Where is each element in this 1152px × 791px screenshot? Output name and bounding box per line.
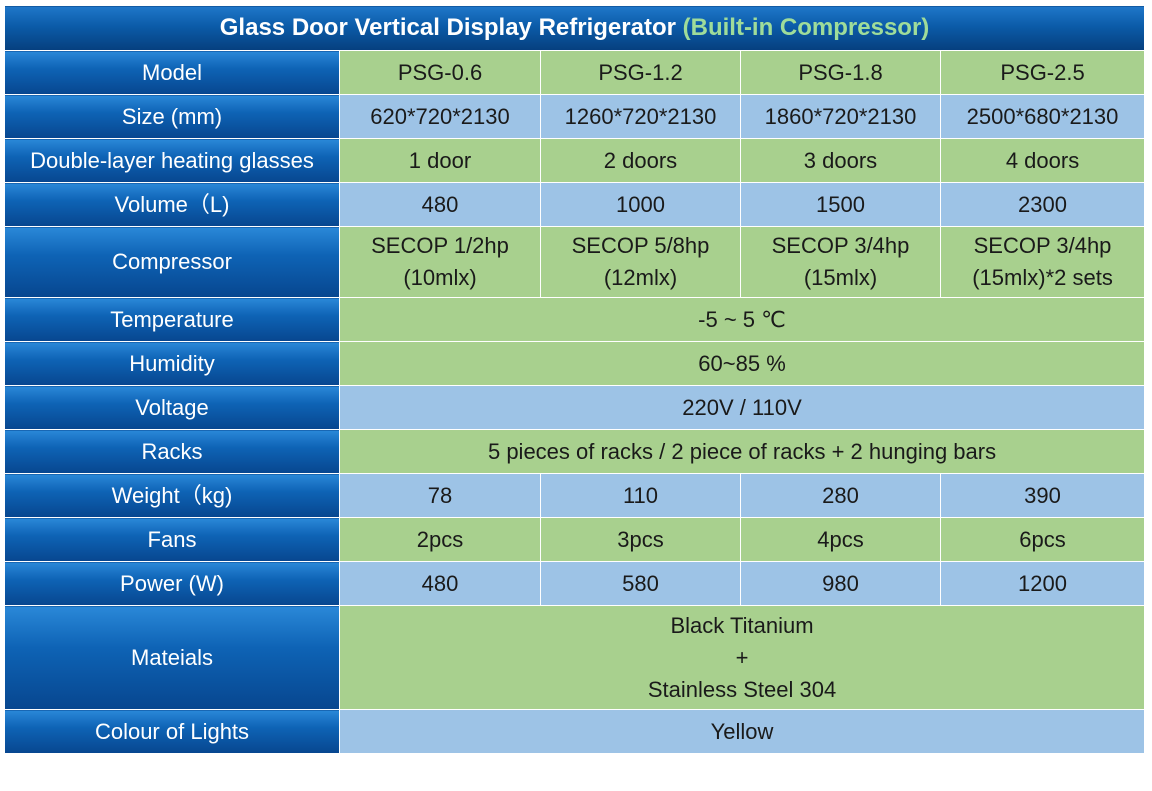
row-power: Power (W) 480 580 980 1200 [4, 561, 1146, 606]
size-cell: 1860*720*2130 [740, 94, 941, 139]
title-accent: (Built-in Compressor) [682, 14, 930, 41]
row-model: Model PSG-0.6 PSG-1.2 PSG-1.8 PSG-2.5 [4, 50, 1146, 95]
power-cell: 980 [740, 561, 941, 606]
row-lights: Colour of Lights Yellow [4, 709, 1146, 754]
model-cell: PSG-1.8 [740, 50, 941, 95]
row-compressor: Compressor SECOP 1/2hp (10mlx) SECOP 5/8… [4, 226, 1146, 298]
row-volume: Volume（L) 480 1000 1500 2300 [4, 182, 1146, 227]
row-label-size: Size (mm) [4, 94, 340, 139]
row-label-racks: Racks [4, 429, 340, 474]
fans-cell: 4pcs [740, 517, 941, 562]
row-glasses: Double-layer heating glasses 1 door 2 do… [4, 138, 1146, 183]
title-main: Glass Door Vertical Display Refrigerator [219, 14, 676, 41]
compressor-cell: SECOP 3/4hp (15mlx)*2 sets [939, 226, 1146, 298]
fans-cell: 3pcs [540, 517, 741, 562]
size-cell: 2500*680*2130 [939, 94, 1146, 139]
weight-cell: 110 [540, 473, 741, 518]
size-cell: 620*720*2130 [339, 94, 541, 139]
row-label-power: Power (W) [4, 561, 340, 606]
volume-cell: 480 [339, 182, 541, 227]
compressor-model: SECOP 5/8hp [571, 233, 710, 258]
row-humidity: Humidity 60~85 % [4, 341, 1146, 386]
row-label-fans: Fans [4, 517, 340, 562]
row-label-model: Model [4, 50, 340, 95]
title-row: Glass Door Vertical Display Refrigerator… [3, 5, 1146, 51]
volume-cell: 2300 [939, 182, 1146, 227]
row-label-weight: Weight（kg) [4, 473, 340, 518]
temperature-cell: -5 ~ 5 ℃ [338, 297, 1146, 342]
row-materials: Mateials Black Titanium + Stainless Stee… [4, 605, 1146, 710]
glasses-cell: 4 doors [939, 138, 1146, 183]
voltage-cell: 220V / 110V [338, 385, 1146, 430]
material-line: Stainless Steel 304 [647, 676, 837, 702]
table-title: Glass Door Vertical Display Refrigerator… [3, 5, 1146, 51]
compressor-model: SECOP 1/2hp [371, 233, 509, 258]
size-cell: 1260*720*2130 [540, 94, 741, 139]
row-label-materials: Mateials [4, 605, 340, 710]
fans-cell: 2pcs [339, 517, 541, 562]
fans-cell: 6pcs [939, 517, 1146, 562]
row-voltage: Voltage 220V / 110V [4, 385, 1146, 430]
compressor-model: SECOP 3/4hp [771, 233, 910, 258]
row-label-glasses: Double-layer heating glasses [4, 138, 340, 183]
row-weight: Weight（kg) 78 110 280 390 [4, 473, 1146, 518]
row-size: Size (mm) 620*720*2130 1260*720*2130 186… [4, 94, 1146, 139]
row-fans: Fans 2pcs 3pcs 4pcs 6pcs [4, 517, 1146, 562]
lights-cell: Yellow [338, 709, 1146, 754]
humidity-cell: 60~85 % [338, 341, 1146, 386]
compressor-spec: (15mlx) [803, 265, 878, 290]
material-line: Black Titanium [670, 612, 814, 638]
row-label-humidity: Humidity [4, 341, 340, 386]
model-cell: PSG-1.2 [540, 50, 741, 95]
compressor-spec: (10mlx) [403, 265, 477, 290]
row-label-voltage: Voltage [4, 385, 340, 430]
volume-cell: 1500 [740, 182, 941, 227]
compressor-cell: SECOP 3/4hp (15mlx) [740, 226, 941, 298]
model-cell: PSG-0.6 [339, 50, 541, 95]
compressor-model: SECOP 3/4hp [973, 233, 1112, 258]
row-label-compressor: Compressor [4, 226, 340, 298]
glasses-cell: 1 door [339, 138, 541, 183]
materials-cell: Black Titanium + Stainless Steel 304 [338, 605, 1146, 710]
glasses-cell: 2 doors [540, 138, 741, 183]
racks-cell: 5 pieces of racks / 2 piece of racks + 2… [338, 429, 1146, 474]
row-label-temperature: Temperature [4, 297, 340, 342]
weight-cell: 280 [740, 473, 941, 518]
row-racks: Racks 5 pieces of racks / 2 piece of rac… [4, 429, 1146, 474]
model-cell: PSG-2.5 [939, 50, 1146, 95]
weight-cell: 78 [339, 473, 541, 518]
row-label-lights: Colour of Lights [4, 709, 340, 754]
power-cell: 480 [339, 561, 541, 606]
compressor-cell: SECOP 5/8hp (12mlx) [540, 226, 741, 298]
material-plus: + [735, 644, 749, 670]
power-cell: 580 [540, 561, 741, 606]
volume-cell: 1000 [540, 182, 741, 227]
row-label-volume: Volume（L) [4, 182, 340, 227]
compressor-spec: (12mlx) [603, 265, 678, 290]
compressor-cell: SECOP 1/2hp (10mlx) [339, 226, 541, 298]
spec-table: Glass Door Vertical Display Refrigerator… [3, 5, 1146, 754]
compressor-spec: (15mlx)*2 sets [972, 265, 1113, 290]
weight-cell: 390 [939, 473, 1146, 518]
row-temperature: Temperature -5 ~ 5 ℃ [4, 297, 1146, 342]
glasses-cell: 3 doors [740, 138, 941, 183]
power-cell: 1200 [939, 561, 1146, 606]
